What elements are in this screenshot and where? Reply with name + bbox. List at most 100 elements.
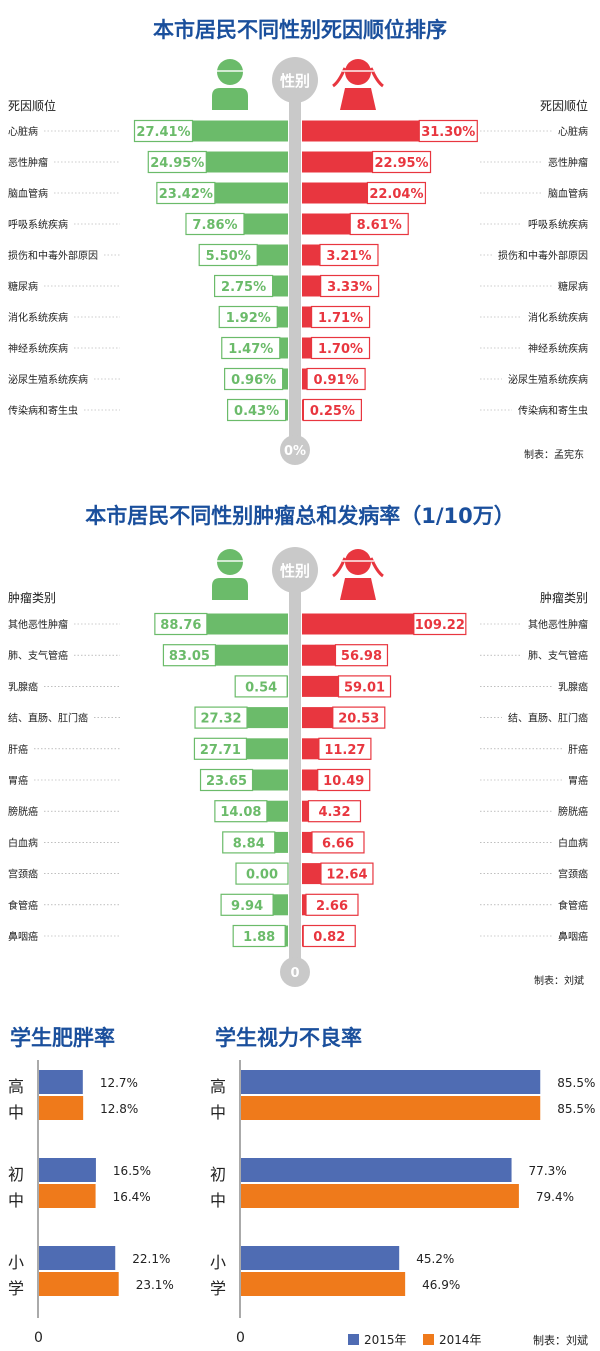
male-bar [272, 275, 288, 297]
obesity-title: 学生肥胖率 [10, 1026, 115, 1050]
vision-bar-2014 [241, 1184, 519, 1208]
category-label-right: 肝癌 [568, 743, 588, 756]
category-label-right: 呼吸系统疾病 [528, 218, 588, 231]
category-label-right: 传染病和寄生虫 [518, 404, 588, 417]
obesity-value-label: 22.1% [132, 1252, 170, 1266]
male-value-box [214, 274, 274, 298]
female-value-label: 20.53 [338, 712, 379, 727]
female-bar [302, 894, 306, 916]
vision-bar-2015 [241, 1070, 541, 1094]
category-label-left: 其他恶性肿瘤 [8, 618, 68, 631]
category-label-right: 其他恶性肿瘤 [528, 618, 588, 631]
male-bar [285, 399, 288, 421]
obesity-bar-2014 [39, 1272, 119, 1296]
male-value-label: 27.32 [200, 712, 241, 727]
category-label-left: 膀胱癌 [8, 805, 38, 818]
tumor-incidence-title: 本市居民不同性别肿瘤总和发病率（1/10万） [85, 504, 515, 528]
tumor-incidence-credit: 制表：刘斌 [534, 976, 584, 987]
category-label-left: 心脏病 [8, 125, 38, 138]
female-bar [302, 306, 312, 328]
female-bar [302, 738, 319, 760]
vision-group-label-top: 初 [210, 1165, 226, 1184]
category-label-left: 肝癌 [8, 743, 28, 756]
category-label-left: 泌尿生殖系统疾病 [8, 373, 88, 386]
category-label-right: 白血病 [558, 836, 588, 849]
male-value-box [147, 150, 207, 174]
female-value-label: 0.25% [310, 404, 355, 419]
male-person-icon-face-line [214, 70, 246, 72]
female-value-box [305, 893, 359, 916]
student-health-credit: 制表：刘斌 [533, 1333, 588, 1347]
obesity-value-label: 12.8% [100, 1102, 138, 1116]
male-value-label: 0.43% [234, 404, 279, 419]
vision-value-label: 45.2% [416, 1252, 454, 1266]
female-value-box [307, 800, 362, 823]
gender-spine [289, 70, 301, 450]
category-label-right: 鼻咽癌 [558, 930, 588, 943]
male-value-label: 0.00 [246, 868, 278, 883]
male-value-label: 27.71 [200, 743, 241, 758]
obesity-group-label-top: 初 [8, 1165, 24, 1184]
male-value-box [235, 862, 289, 885]
male-value-label: 1.47% [228, 342, 273, 357]
obesity-zero-label: 0 [34, 1330, 43, 1346]
left-header: 死因顺位 [8, 98, 56, 113]
obesity-value-label: 16.5% [113, 1164, 151, 1178]
category-label-left: 神经系统疾病 [8, 342, 68, 355]
obesity-bar-2015 [39, 1158, 96, 1182]
male-value-label: 0.54 [245, 680, 277, 695]
male-bar [247, 707, 288, 729]
vision-title: 学生视力不良率 [215, 1026, 362, 1050]
category-label-left: 肺、支气管癌 [8, 649, 68, 662]
female-bar [302, 863, 321, 885]
gender-label: 性别 [280, 72, 310, 90]
female-value-box [311, 831, 365, 854]
legend-2015-label: 2015年 [364, 1333, 407, 1347]
obesity-value-label: 16.4% [113, 1190, 151, 1204]
vision-zero-label: 0 [236, 1330, 245, 1346]
female-value-box [320, 274, 380, 298]
male-value-label: 14.08 [220, 805, 261, 820]
female-value-box [332, 706, 386, 729]
male-bar [277, 306, 288, 328]
male-value-label: 1.88 [243, 930, 275, 945]
female-value-box [302, 398, 362, 422]
vision-value-label: 85.5% [557, 1076, 595, 1090]
male-bar [252, 769, 288, 791]
male-bar [273, 894, 288, 916]
vision-bar-2015 [241, 1246, 400, 1270]
category-label-left: 呼吸系统疾病 [8, 218, 68, 231]
obesity-value-label: 23.1% [136, 1278, 174, 1292]
female-value-label: 12.64 [326, 868, 367, 883]
male-bar [266, 800, 288, 822]
male-value-box [222, 831, 276, 854]
female-value-box [334, 644, 389, 667]
female-value-box [371, 150, 432, 174]
category-label-left: 胃癌 [8, 774, 28, 787]
death-cause-title: 本市居民不同性别死因顺位排序 [153, 18, 447, 42]
female-bar [302, 769, 318, 791]
vision-value-label: 77.3% [529, 1164, 567, 1178]
category-label-left: 结、直肠、肛门癌 [8, 712, 88, 725]
male-bar [279, 337, 288, 359]
female-person-icon [332, 549, 384, 600]
male-value-box [198, 243, 258, 267]
female-value-label: 8.61% [357, 218, 402, 233]
vision-bar-2014 [241, 1272, 406, 1296]
male-bar [243, 213, 288, 235]
female-value-box [349, 212, 409, 236]
category-label-left: 恶性肿瘤 [8, 156, 48, 169]
category-label-right: 泌尿生殖系统疾病 [508, 373, 588, 386]
female-value-label: 59.01 [344, 680, 385, 695]
female-value-label: 6.66 [322, 836, 354, 851]
category-label-right: 损伤和中毒外部原因 [498, 249, 588, 262]
obesity-value-label: 12.7% [100, 1076, 138, 1090]
category-label-right: 膀胱癌 [558, 805, 588, 818]
category-label-left: 脑血管病 [8, 187, 48, 200]
female-value-box [319, 243, 379, 267]
male-value-box [220, 893, 274, 916]
male-value-box [224, 367, 284, 391]
female-value-box [310, 305, 371, 329]
